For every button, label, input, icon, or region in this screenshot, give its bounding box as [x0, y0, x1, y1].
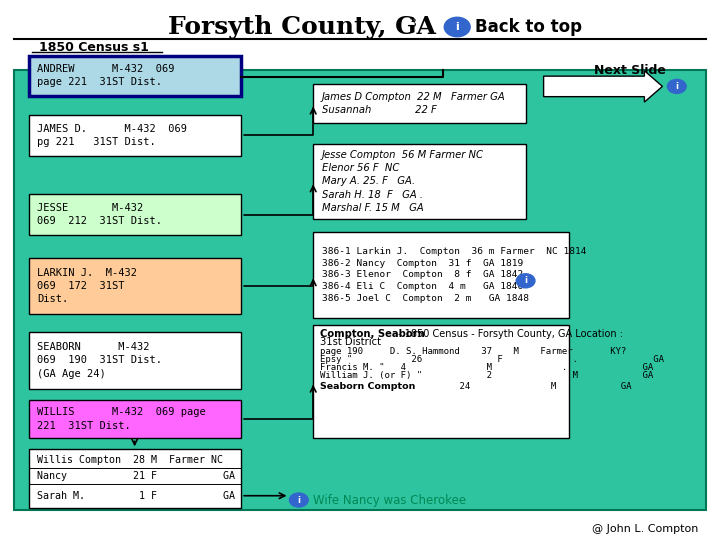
- FancyBboxPatch shape: [313, 144, 526, 219]
- FancyBboxPatch shape: [313, 84, 526, 123]
- FancyBboxPatch shape: [29, 194, 241, 235]
- Text: Epsy "           26              F             .              GA: Epsy " 26 F . GA: [320, 355, 665, 363]
- Text: WILLIS      M-432  069 page
221  31ST Dist.: WILLIS M-432 069 page 221 31ST Dist.: [37, 408, 206, 430]
- Text: Wife Nancy was Cherokee: Wife Nancy was Cherokee: [313, 494, 467, 507]
- Text: JAMES D.      M-432  069
pg 221   31ST Dist.: JAMES D. M-432 069 pg 221 31ST Dist.: [37, 124, 187, 147]
- Text: - 1850 Census - Forsyth County, GA Location :: - 1850 Census - Forsyth County, GA Locat…: [395, 329, 623, 339]
- Text: i: i: [524, 276, 527, 285]
- Text: William J. (or F) "            2               M            GA: William J. (or F) " 2 M GA: [320, 371, 654, 380]
- Text: i: i: [455, 22, 459, 32]
- FancyBboxPatch shape: [29, 56, 241, 96]
- Text: 3: 3: [408, 17, 416, 30]
- Text: page 190     D. S. Hammond    37    M    Farmer       KY?: page 190 D. S. Hammond 37 M Farmer KY?: [320, 347, 627, 355]
- FancyBboxPatch shape: [313, 325, 569, 438]
- Text: Nancy           21 F           GA: Nancy 21 F GA: [37, 471, 235, 481]
- Text: Seaborn Compton: Seaborn Compton: [320, 382, 415, 390]
- FancyArrow shape: [544, 71, 662, 102]
- FancyBboxPatch shape: [29, 449, 241, 508]
- Text: i: i: [297, 496, 300, 504]
- Text: LARKIN J.  M-432
069  172  31ST
Dist.: LARKIN J. M-432 069 172 31ST Dist.: [37, 268, 138, 304]
- Text: i: i: [675, 82, 678, 91]
- Text: Next Slide: Next Slide: [594, 64, 666, 77]
- FancyBboxPatch shape: [313, 232, 569, 318]
- Text: JESSE       M-432
069  212  31ST Dist.: JESSE M-432 069 212 31ST Dist.: [37, 203, 163, 226]
- Text: ANDREW      M-432  069
page 221  31ST Dist.: ANDREW M-432 069 page 221 31ST Dist.: [37, 64, 175, 87]
- Text: 386-1 Larkin J.  Compton  36 m Farmer  NC 1814
386-2 Nancy  Compton  31 f  GA 18: 386-1 Larkin J. Compton 36 m Farmer NC 1…: [322, 247, 586, 303]
- Text: Francis M. "   4               M             .              GA: Francis M. " 4 M . GA: [320, 363, 654, 372]
- Text: Sarah M.         1 F           GA: Sarah M. 1 F GA: [37, 491, 235, 501]
- Circle shape: [444, 17, 470, 37]
- Circle shape: [667, 79, 686, 93]
- Text: @ John L. Compton: @ John L. Compton: [592, 524, 698, 534]
- Text: Back to top: Back to top: [475, 18, 582, 36]
- Text: James D Compton  22 M   Farmer GA
Susannah              22 F: James D Compton 22 M Farmer GA Susannah …: [322, 92, 505, 115]
- FancyBboxPatch shape: [14, 70, 706, 510]
- Text: Jesse Compton  56 M Farmer NC
Elenor 56 F  NC
Mary A. 25. F   GA.
Sarah H. 18  F: Jesse Compton 56 M Farmer NC Elenor 56 F…: [322, 150, 484, 213]
- Text: Willis Compton  28 M  Farmer NC: Willis Compton 28 M Farmer NC: [37, 455, 223, 465]
- FancyBboxPatch shape: [29, 258, 241, 314]
- Text: Forsyth County, GA: Forsyth County, GA: [168, 15, 436, 39]
- Text: 1850 Census s1: 1850 Census s1: [39, 41, 148, 54]
- Text: Compton, Seaborn: Compton, Seaborn: [320, 329, 425, 339]
- FancyBboxPatch shape: [29, 115, 241, 156]
- Circle shape: [516, 274, 535, 288]
- FancyBboxPatch shape: [29, 332, 241, 389]
- Text: 24               M            GA: 24 M GA: [395, 382, 631, 390]
- Text: 31st District: 31st District: [320, 337, 382, 347]
- Text: SEABORN      M-432
069  190  31ST Dist.
(GA Age 24): SEABORN M-432 069 190 31ST Dist. (GA Age…: [37, 342, 163, 379]
- FancyBboxPatch shape: [29, 400, 241, 438]
- Circle shape: [289, 493, 308, 507]
